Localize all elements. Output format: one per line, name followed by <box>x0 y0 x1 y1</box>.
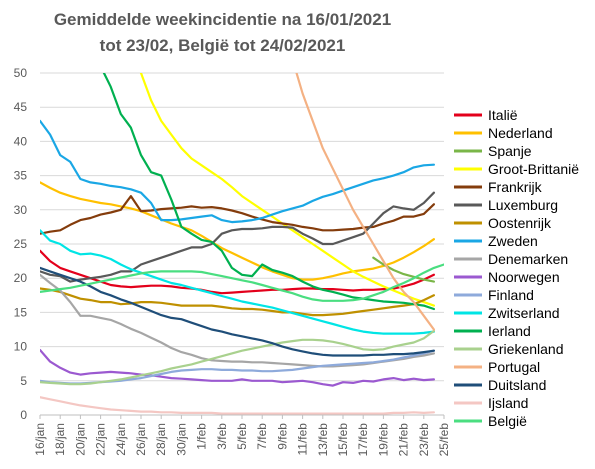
legend-label: Nederland <box>488 125 553 141</box>
series-line-2 <box>372 256 435 283</box>
series-line-1 <box>40 181 435 281</box>
series-line-5 <box>40 191 435 283</box>
legend-label: Ijsland <box>488 395 528 411</box>
x-tick-label: 15/feb <box>336 423 350 457</box>
x-tick-label: 22/jan <box>94 423 108 456</box>
x-tick-label: 3/feb <box>215 423 229 450</box>
gridlines <box>40 72 444 382</box>
y-tick-label: 5 <box>20 374 27 388</box>
legend-label: Groot-Brittanië <box>488 161 579 177</box>
legend-label: Frankrijk <box>488 179 543 195</box>
series-lines <box>40 73 444 415</box>
legend-label: Zweden <box>488 233 538 249</box>
legend-label: Zwitserland <box>488 305 560 321</box>
legend: Italië Nederland Spanje Groot-Brittanië Fran… <box>454 107 579 429</box>
y-tick-label: 45 <box>14 100 28 114</box>
chart-title-line-1: Gemiddelde weekincidentie na 16/01/2021 <box>53 10 392 29</box>
legend-label: Portugal <box>488 359 540 375</box>
y-tick-label: 0 <box>20 408 27 422</box>
legend-label: België <box>488 413 527 429</box>
legend-label: Oostenrijk <box>488 215 552 231</box>
legend-label: Luxemburg <box>488 197 558 213</box>
series-line-6 <box>40 287 435 317</box>
x-tick-label: 16/jan <box>33 423 47 456</box>
y-tick-label: 30 <box>14 203 28 217</box>
x-tick-label: 28/jan <box>154 423 168 456</box>
y-tick-label: 40 <box>14 134 28 148</box>
legend-label: Spanje <box>488 143 532 159</box>
x-tick-label: 30/jan <box>174 423 188 456</box>
y-tick-label: 15 <box>14 305 28 319</box>
series-line-12 <box>102 73 435 311</box>
y-tick-label: 50 <box>14 66 28 80</box>
series-line-9 <box>40 348 435 387</box>
y-tick-label: 20 <box>14 271 28 285</box>
legend-label: Denemarken <box>488 251 568 267</box>
series-line-16 <box>40 396 435 415</box>
x-tick-label: 26/jan <box>134 423 148 456</box>
x-tick-label: 9/feb <box>275 423 289 450</box>
x-tick-label: 17/feb <box>356 423 370 457</box>
x-tick-label: 23/feb <box>417 423 431 457</box>
y-tick-label: 35 <box>14 169 28 183</box>
legend-label: Noorwegen <box>488 269 560 285</box>
series-line-13 <box>40 329 435 386</box>
x-tick-label: 25/feb <box>437 423 451 457</box>
axes: 0 5 10 15 20 25 30 35 40 45 50 16/jan 18/jan 20/jan 22… <box>14 66 451 456</box>
x-tick-label: 20/jan <box>73 423 87 456</box>
series-line-17 <box>40 263 444 302</box>
legend-label: Duitsland <box>488 377 546 393</box>
legend-label: Griekenland <box>488 341 564 357</box>
legend-label: Ierland <box>488 323 531 339</box>
series-line-11 <box>40 229 435 335</box>
x-tick-label: 24/jan <box>114 423 128 456</box>
x-tick-label: 21/feb <box>397 423 411 457</box>
series-line-0 <box>40 249 435 295</box>
x-tick-label: 1/feb <box>195 423 209 450</box>
legend-label: Italië <box>488 107 518 123</box>
series-line-7 <box>40 119 435 224</box>
series-line-15 <box>40 266 435 357</box>
y-tick-label: 10 <box>14 340 28 354</box>
x-tick-label: 11/feb <box>296 423 310 456</box>
y-tick-label: 25 <box>14 237 28 251</box>
x-tick-label: 18/jan <box>53 423 67 456</box>
x-tick-label: 19/feb <box>376 423 390 457</box>
series-line-14 <box>295 73 435 331</box>
legend-label: Finland <box>488 287 534 303</box>
chart-title-line-2: tot 23/02, België tot 24/02/2021 <box>99 36 346 55</box>
x-tick-label: 5/feb <box>235 423 249 450</box>
x-tick-label: 7/feb <box>255 423 269 450</box>
x-tick-label: 13/feb <box>316 423 330 457</box>
